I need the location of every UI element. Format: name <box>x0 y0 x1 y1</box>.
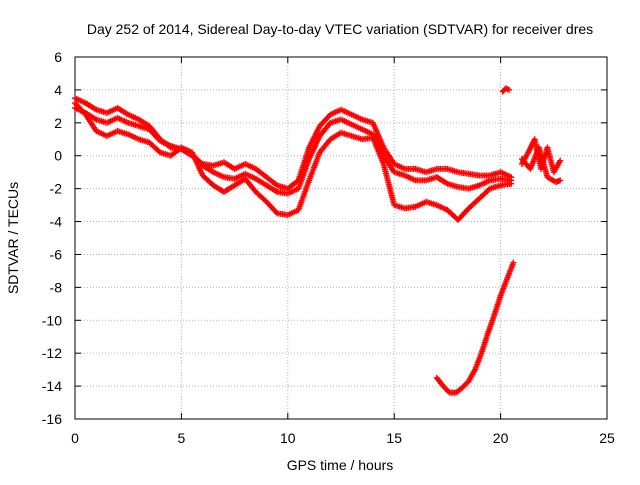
data-point <box>508 180 515 187</box>
x-axis-label: GPS time / hours <box>287 457 394 473</box>
data-point <box>557 177 564 184</box>
y-tick-label: 4 <box>54 82 62 98</box>
x-tick-label: 10 <box>280 430 296 446</box>
y-tick-label: -8 <box>50 279 63 295</box>
x-tick-label: 20 <box>493 430 509 446</box>
x-tick-label: 15 <box>386 430 402 446</box>
y-tick-label: 6 <box>54 49 62 65</box>
y-tick-label: 2 <box>54 115 62 131</box>
chart-title: Day 252 of 2014, Sidereal Day-to-day VTE… <box>87 21 593 37</box>
data-points <box>72 85 564 396</box>
plot-frame <box>74 56 608 420</box>
y-tick-label: -4 <box>50 214 63 230</box>
y-tick-label: -16 <box>42 411 62 427</box>
y-tick-label: -14 <box>42 378 62 394</box>
grid <box>75 57 607 419</box>
y-tick-label: 0 <box>54 148 62 164</box>
data-point <box>510 259 517 266</box>
x-tick-label: 25 <box>599 430 615 446</box>
x-tick-label: 5 <box>178 430 186 446</box>
y-tick-label: -6 <box>50 246 63 262</box>
y-tick-label: -2 <box>50 181 63 197</box>
y-axis-label: SDTVAR / TECUs <box>5 182 21 294</box>
y-tick-label: -10 <box>42 312 62 328</box>
y-tick-label: -12 <box>42 345 62 361</box>
data-point <box>557 157 564 164</box>
data-point <box>506 86 513 93</box>
x-tick-label: 0 <box>71 430 79 446</box>
